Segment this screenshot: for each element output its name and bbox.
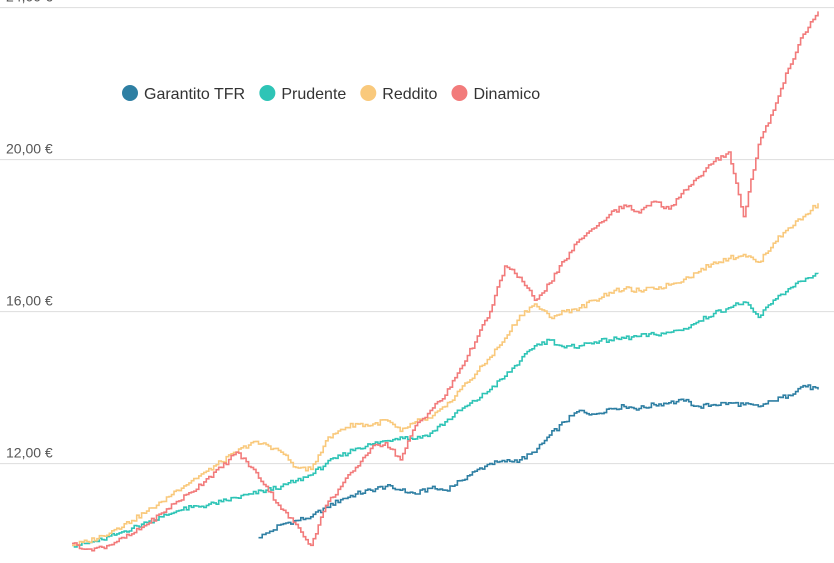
legend-item-prudente[interactable]: Prudente — [259, 85, 346, 103]
legend-label: Garantito TFR — [144, 86, 245, 103]
y-tick-label: 12,00 € — [6, 445, 53, 461]
legend-item-garantito-tfr[interactable]: Garantito TFR — [122, 85, 245, 103]
legend-marker — [259, 85, 276, 101]
series-line-garantito-tfr — [258, 384, 819, 539]
series-line-prudente — [72, 272, 819, 548]
legend-marker — [122, 85, 138, 101]
legend-label: Prudente — [281, 86, 346, 103]
series-line-dinamico — [72, 11, 819, 552]
y-axis-tick-labels: 12,00 € 16,00 € 20,00 € 24,00 € — [6, 0, 53, 461]
legend-item-reddito[interactable]: Reddito — [360, 85, 438, 103]
gridlines — [0, 7, 834, 465]
series-line-reddito — [72, 203, 819, 547]
y-tick-label: 20,00 € — [6, 141, 53, 157]
legend-marker — [451, 85, 468, 101]
legend[interactable]: Garantito TFR Prudente Reddito Dinamico — [122, 85, 540, 103]
legend-marker — [360, 85, 377, 101]
series-lines — [72, 11, 819, 552]
y-tick-label: 24,00 € — [6, 0, 53, 5]
y-tick-label: 16,00 € — [6, 293, 53, 309]
legend-label: Reddito — [382, 86, 437, 103]
legend-item-dinamico[interactable]: Dinamico — [451, 85, 540, 103]
legend-label: Dinamico — [473, 86, 540, 103]
